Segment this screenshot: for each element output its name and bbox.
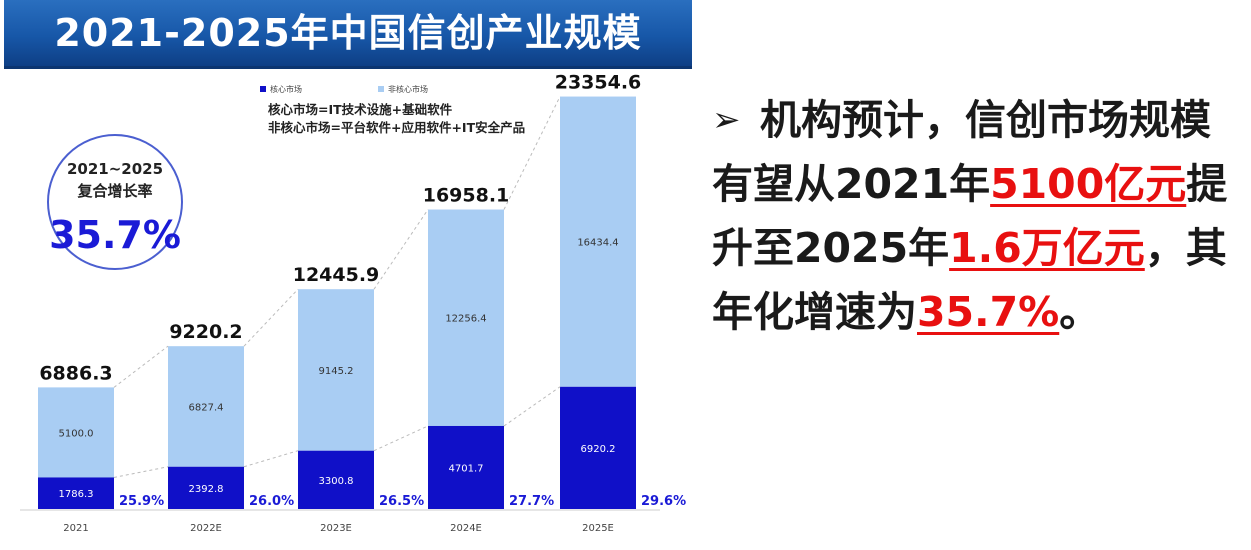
bar-core-2025E [560, 386, 636, 509]
cagr-value: 35.7% [49, 213, 181, 257]
bullet-text-1: 机构预计，信创市场规模有望从2021年 [712, 96, 1211, 208]
data-label-core-2024E: 4701.7 [449, 463, 484, 474]
bar-noncore-2021 [38, 387, 114, 478]
arrow-bullet-icon: ➢ [712, 100, 741, 140]
core-share-label-2021: 25.9% [119, 494, 164, 509]
bar-noncore-2024E [428, 209, 504, 426]
trend-line-total [113, 345, 169, 388]
cagr-label: 复合增长率 [76, 182, 152, 200]
trend-line-core [243, 450, 299, 468]
stacked-bar-chart: 核心市场 非核心市场 核心市场=IT技术设施+基础软件 非核心市场=平台软件+应… [20, 72, 686, 534]
cagr-badge [47, 134, 183, 270]
legend-label-noncore: 非核心市场 [388, 84, 428, 94]
key-point-bullet: ➢ 机构预计，信创市场规模有望从2021年5100亿元提升至2025年1.6万亿元… [712, 88, 1242, 344]
data-label-total-2024E: 16958.1 [423, 185, 510, 207]
trend-line-total [503, 96, 561, 210]
data-label-noncore-2023E: 9145.2 [319, 366, 354, 377]
x-tick-label-2024E: 2024E [450, 523, 482, 534]
core-share-label-2022E: 26.0% [249, 494, 294, 509]
legend-label-core: 核心市场 [270, 84, 302, 94]
bar-core-2021 [38, 477, 114, 509]
bullet-text-3: ，其年化增速为 [712, 224, 1227, 336]
core-share-label-2025E: 29.6% [641, 494, 686, 509]
legend-swatch-core [260, 86, 266, 92]
trend-line-total [373, 209, 429, 290]
core-share-label-2023E: 26.5% [379, 494, 424, 509]
bullet-text-2: 提升至2025年 [712, 160, 1228, 272]
trend-line-total [243, 288, 299, 347]
data-label-core-2025E: 6920.2 [581, 444, 616, 455]
data-label-core-2023E: 3300.8 [319, 476, 354, 487]
trend-line-core [373, 425, 429, 452]
x-tick-label-2022E: 2022E [190, 523, 222, 534]
data-label-total-2021: 6886.3 [39, 362, 112, 384]
bar-noncore-2022E [168, 346, 244, 467]
bar-core-2023E [298, 450, 374, 509]
data-label-total-2025E: 23354.6 [555, 72, 642, 94]
bar-noncore-2023E [298, 289, 374, 451]
legend-swatch-noncore [378, 86, 384, 92]
cagr-period: 2021~2025 [67, 160, 163, 178]
data-label-noncore-2024E: 12256.4 [445, 314, 486, 325]
bullet-highlight-2025-value: 1.6万亿元 [949, 224, 1145, 272]
title-banner: 2021-2025年中国信创产业规模 [4, 0, 692, 69]
data-label-total-2022E: 9220.2 [169, 321, 242, 343]
trend-line-core [503, 386, 561, 427]
data-label-noncore-2025E: 16434.4 [577, 238, 618, 249]
bullet-highlight-2021-value: 5100亿元 [990, 160, 1187, 208]
data-label-noncore-2021: 5100.0 [59, 428, 94, 439]
data-label-noncore-2022E: 6827.4 [189, 402, 224, 413]
x-tick-label-2021: 2021 [63, 523, 88, 534]
chart-area: 核心市场 非核心市场 核心市场=IT技术设施+基础软件 非核心市场=平台软件+应… [0, 70, 700, 546]
page-title: 2021-2025年中国信创产业规模 [54, 11, 642, 55]
data-label-core-2022E: 2392.8 [189, 484, 224, 495]
x-tick-label-2025E: 2025E [582, 523, 614, 534]
core-share-label-2024E: 27.7% [509, 494, 554, 509]
definition-core: 核心市场=IT技术设施+基础软件 [268, 102, 453, 117]
bullet-highlight-growth: 35.7% [917, 288, 1060, 336]
trend-line-core [113, 466, 169, 478]
x-tick-label-2023E: 2023E [320, 523, 352, 534]
data-label-total-2023E: 12445.9 [293, 264, 380, 286]
data-label-core-2021: 1786.3 [59, 489, 94, 500]
bar-noncore-2025E [560, 96, 636, 387]
bar-core-2024E [428, 425, 504, 509]
definition-noncore: 非核心市场=平台软件+应用软件+IT安全产品 [268, 120, 525, 135]
bar-core-2022E [168, 466, 244, 509]
bullet-text-4: 。 [1059, 288, 1101, 336]
